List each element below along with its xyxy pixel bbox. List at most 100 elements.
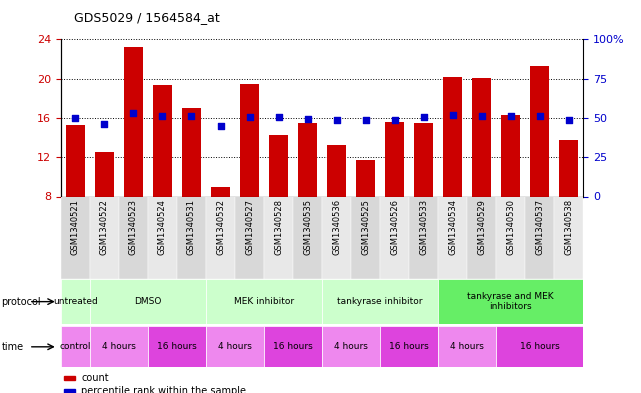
Text: GSM1340536: GSM1340536 — [332, 199, 341, 255]
Text: 16 hours: 16 hours — [520, 342, 560, 351]
Point — [157, 113, 167, 119]
Bar — [554, 196, 583, 279]
Text: control: control — [60, 342, 91, 351]
Text: GSM1340525: GSM1340525 — [361, 199, 370, 255]
Bar — [385, 122, 404, 196]
Point — [215, 123, 226, 129]
Bar — [496, 326, 583, 367]
Text: count: count — [81, 373, 109, 383]
Point — [419, 114, 429, 120]
Point — [331, 117, 342, 123]
Text: tankyrase and MEK
inhibitors: tankyrase and MEK inhibitors — [467, 292, 554, 311]
Bar — [327, 145, 346, 196]
Bar — [61, 279, 90, 324]
Bar — [560, 140, 578, 196]
Text: GSM1340524: GSM1340524 — [158, 199, 167, 255]
Text: GSM1340535: GSM1340535 — [303, 199, 312, 255]
Point — [99, 121, 110, 127]
Point — [360, 117, 370, 123]
Point — [71, 115, 81, 121]
Text: MEK inhibitor: MEK inhibitor — [234, 297, 294, 306]
Text: 4 hours: 4 hours — [218, 342, 252, 351]
Bar — [380, 326, 438, 367]
Text: GSM1340528: GSM1340528 — [274, 199, 283, 255]
Text: GSM1340537: GSM1340537 — [535, 199, 544, 255]
Bar — [235, 196, 264, 279]
Bar — [177, 196, 206, 279]
Text: 4 hours: 4 hours — [334, 342, 368, 351]
Text: GSM1340522: GSM1340522 — [100, 199, 109, 255]
Bar — [124, 47, 143, 196]
Point — [563, 117, 574, 123]
Bar — [293, 196, 322, 279]
Text: GSM1340530: GSM1340530 — [506, 199, 515, 255]
Text: GSM1340534: GSM1340534 — [448, 199, 457, 255]
Bar — [90, 279, 206, 324]
Bar — [66, 125, 85, 196]
Bar — [206, 196, 235, 279]
Point — [244, 114, 254, 120]
Bar — [90, 326, 148, 367]
Bar — [356, 160, 375, 196]
Bar — [206, 279, 322, 324]
Bar — [64, 376, 75, 380]
Text: GSM1340527: GSM1340527 — [245, 199, 254, 255]
Text: GSM1340531: GSM1340531 — [187, 199, 196, 255]
Text: 16 hours: 16 hours — [389, 342, 429, 351]
Bar — [269, 134, 288, 196]
Point — [390, 117, 400, 123]
Text: protocol: protocol — [1, 297, 41, 307]
Text: GSM1340533: GSM1340533 — [419, 199, 428, 255]
Text: time: time — [1, 342, 24, 352]
Bar — [525, 196, 554, 279]
Bar — [438, 279, 583, 324]
Bar — [467, 196, 496, 279]
Bar — [351, 196, 380, 279]
Bar — [530, 66, 549, 196]
Text: GSM1340526: GSM1340526 — [390, 199, 399, 255]
Bar — [380, 196, 409, 279]
Bar — [438, 196, 467, 279]
Text: GSM1340523: GSM1340523 — [129, 199, 138, 255]
Text: GSM1340521: GSM1340521 — [71, 199, 80, 255]
Text: untreated: untreated — [53, 297, 98, 306]
Point — [447, 112, 458, 118]
Bar — [211, 187, 230, 196]
Bar — [148, 196, 177, 279]
Text: GDS5029 / 1564584_at: GDS5029 / 1564584_at — [74, 11, 219, 24]
Bar — [182, 108, 201, 196]
Bar — [264, 196, 293, 279]
Bar — [240, 83, 259, 196]
Bar — [409, 196, 438, 279]
Bar — [501, 115, 520, 196]
Bar — [95, 152, 114, 196]
Bar — [472, 78, 491, 196]
Bar — [90, 196, 119, 279]
Point — [128, 110, 138, 116]
Bar — [496, 196, 525, 279]
Bar — [61, 196, 90, 279]
Bar — [206, 326, 264, 367]
Bar — [438, 326, 496, 367]
Point — [477, 113, 487, 119]
Text: percentile rank within the sample: percentile rank within the sample — [81, 386, 246, 393]
Text: 16 hours: 16 hours — [157, 342, 197, 351]
Point — [187, 113, 197, 119]
Point — [274, 114, 284, 120]
Bar — [298, 123, 317, 196]
Bar — [322, 326, 380, 367]
Text: tankyrase inhibitor: tankyrase inhibitor — [337, 297, 423, 306]
Bar — [119, 196, 148, 279]
Bar — [264, 326, 322, 367]
Text: 16 hours: 16 hours — [273, 342, 313, 351]
Bar — [414, 123, 433, 196]
Bar — [322, 279, 438, 324]
Point — [506, 113, 516, 119]
Bar — [148, 326, 206, 367]
Text: GSM1340532: GSM1340532 — [216, 199, 225, 255]
Bar — [153, 86, 172, 196]
Bar — [61, 326, 90, 367]
Bar — [322, 196, 351, 279]
Text: GSM1340538: GSM1340538 — [564, 199, 573, 255]
Text: DMSO: DMSO — [134, 297, 162, 306]
